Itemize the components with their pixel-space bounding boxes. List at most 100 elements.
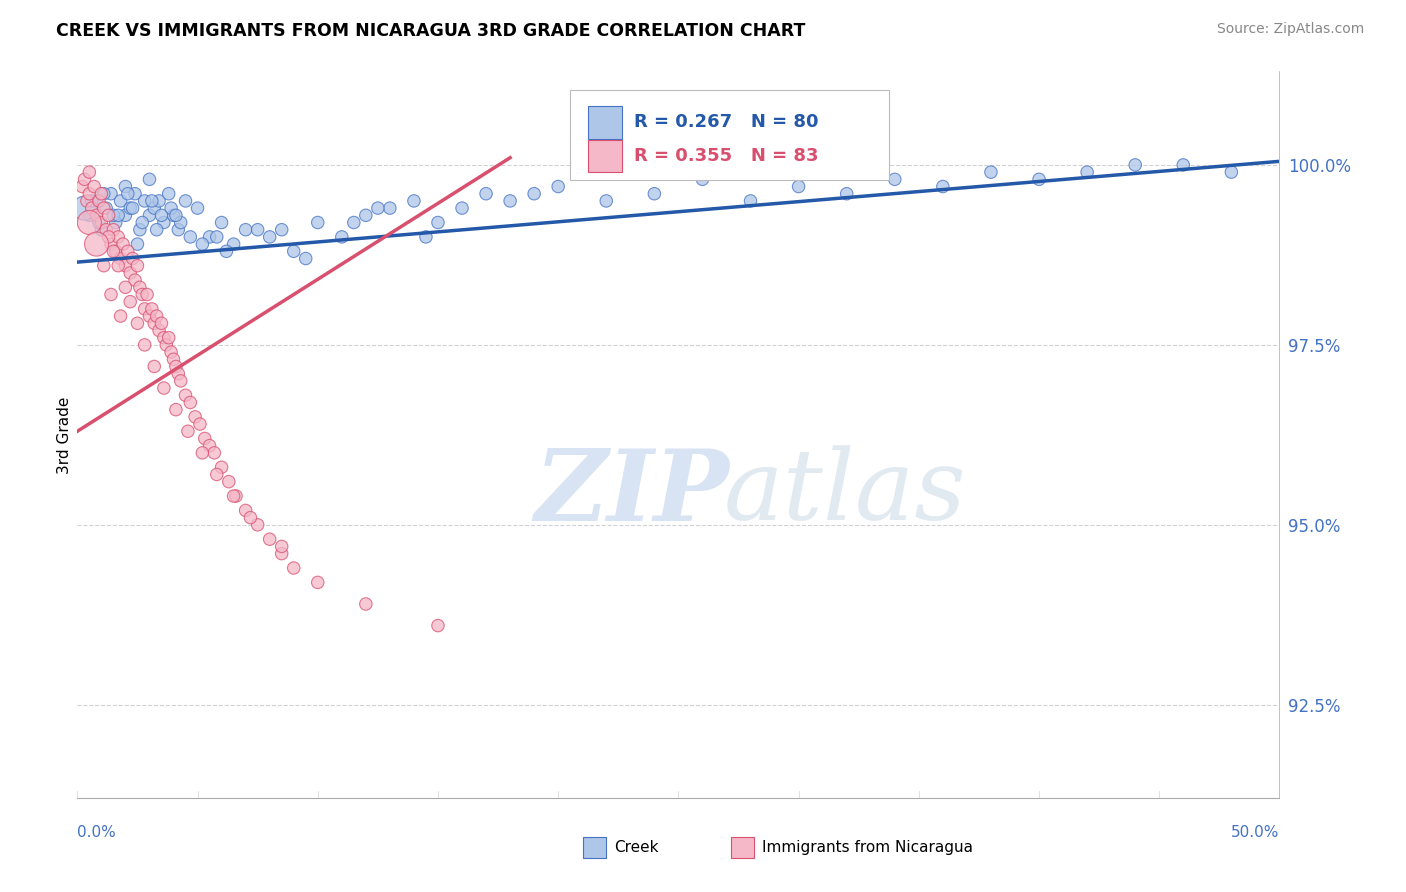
Point (121, 201, 143, 215)
Point (104, 244, 127, 259)
Point (427, 618, 450, 632)
Point (104, 215, 127, 229)
Point (107, 230, 129, 244)
Point (235, 503, 257, 517)
Point (205, 230, 228, 244)
Point (96, 223, 118, 237)
Point (415, 230, 437, 244)
Point (120, 201, 142, 215)
Point (215, 244, 238, 259)
Point (643, 186, 665, 201)
Point (97, 208, 120, 222)
Point (143, 316, 166, 330)
Point (239, 510, 262, 524)
Point (1123, 158, 1146, 172)
Point (222, 237, 245, 252)
Point (162, 208, 184, 222)
Text: 50.0%: 50.0% (1232, 825, 1279, 839)
Point (150, 208, 173, 222)
Point (107, 208, 129, 222)
Text: 0.0%: 0.0% (77, 825, 117, 839)
Point (120, 266, 142, 280)
Point (153, 215, 176, 229)
Point (165, 402, 187, 417)
Point (167, 223, 190, 237)
Point (155, 338, 177, 352)
Point (367, 201, 389, 215)
Point (103, 244, 125, 259)
Point (883, 172, 905, 186)
Point (143, 201, 166, 215)
Point (79, 165, 101, 179)
Y-axis label: 3rd Grade: 3rd Grade (56, 396, 72, 474)
Point (114, 259, 136, 273)
Point (153, 381, 176, 395)
Point (218, 475, 240, 489)
Point (330, 230, 353, 244)
Point (523, 186, 546, 201)
Point (148, 323, 170, 337)
Point (205, 467, 228, 482)
Point (451, 201, 474, 215)
Point (270, 547, 292, 561)
Point (97, 230, 120, 244)
Point (787, 179, 810, 194)
Point (1076, 165, 1098, 179)
Text: CREEK VS IMMIGRANTS FROM NICARAGUA 3RD GRADE CORRELATION CHART: CREEK VS IMMIGRANTS FROM NICARAGUA 3RD G… (56, 22, 806, 40)
Point (188, 417, 211, 431)
Point (202, 446, 225, 460)
Text: Creek: Creek (614, 840, 659, 855)
Point (76, 194, 98, 208)
Point (93, 201, 115, 215)
Point (157, 331, 180, 345)
Point (143, 359, 166, 374)
Point (80, 201, 103, 215)
Point (740, 194, 762, 208)
Text: atlas: atlas (724, 445, 967, 541)
Point (259, 230, 281, 244)
Point (145, 223, 167, 237)
Point (138, 309, 160, 323)
Point (103, 208, 125, 222)
FancyBboxPatch shape (588, 106, 621, 139)
FancyBboxPatch shape (588, 139, 621, 172)
Point (170, 374, 193, 388)
Point (165, 359, 187, 374)
Point (160, 201, 183, 215)
Point (100, 287, 122, 301)
Point (134, 301, 156, 316)
Point (110, 194, 132, 208)
Point (124, 186, 146, 201)
Point (499, 194, 522, 208)
Point (174, 194, 197, 208)
Point (259, 533, 281, 547)
Point (1173, 158, 1195, 172)
Point (90, 223, 112, 237)
Point (427, 215, 450, 229)
Point (70, 179, 93, 194)
FancyBboxPatch shape (571, 89, 889, 180)
Text: Immigrants from Nicaragua: Immigrants from Nicaragua (762, 840, 973, 855)
Point (194, 432, 217, 446)
Point (117, 244, 139, 259)
Point (1220, 165, 1243, 179)
Point (160, 345, 183, 359)
Point (246, 223, 269, 237)
Point (157, 186, 180, 201)
Text: ZIP: ZIP (534, 445, 730, 541)
Point (145, 309, 167, 323)
Point (980, 165, 1002, 179)
Point (120, 294, 142, 309)
Point (141, 301, 163, 316)
Point (177, 424, 200, 438)
Point (354, 208, 377, 222)
Point (127, 259, 149, 273)
Point (114, 280, 136, 294)
Point (475, 186, 498, 201)
Point (270, 223, 292, 237)
Point (270, 540, 292, 554)
Point (117, 186, 139, 201)
Point (100, 237, 122, 252)
Point (128, 280, 150, 294)
Point (170, 215, 193, 229)
